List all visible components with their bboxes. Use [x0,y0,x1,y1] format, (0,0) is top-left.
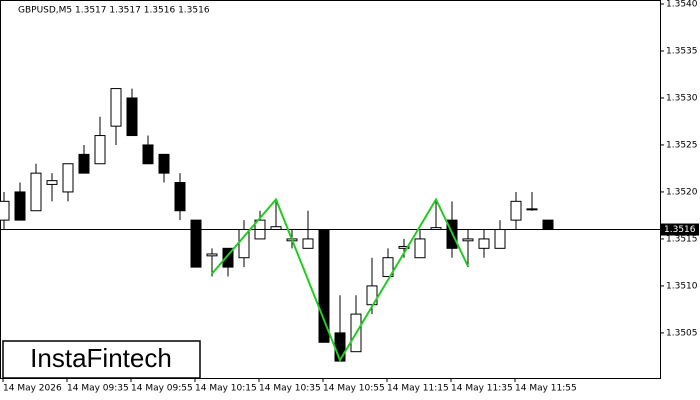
pattern-line [211,197,469,363]
candle-body [478,238,490,249]
logo-box [2,340,201,379]
x-tick-label: 14 May 11:15 [387,384,449,394]
candle-body [78,153,90,174]
x-tick-label: 14 May 11:35 [451,384,513,394]
y-tick-label: 1.3505 [666,328,698,338]
candle-body [302,238,314,249]
candle-body [510,200,522,221]
candle-body [398,245,410,249]
y-tick-label: 1.3540 [666,0,698,10]
x-tick-label: 14 May 10:35 [259,384,321,394]
candle-body [94,135,106,165]
logo: InstaFintech [30,343,172,373]
x-tick-label: 14 May 09:35 [67,384,129,394]
x-tick-label: 14 May 10:15 [195,384,257,394]
plot-frame [0,0,661,379]
candle-body [46,180,58,185]
candle-body [382,257,394,278]
x-tick-label: 14 May 11:55 [515,384,577,394]
y-tick-label: 1.3535 [666,46,698,56]
candle-body [222,247,234,268]
candle-body [174,182,186,212]
candle-body [334,332,346,362]
x-tick-label: 14 May 2026 [3,384,62,394]
candle-body [526,208,538,211]
y-tick-label: 1.3510 [666,281,698,291]
x-tick-label: 14 May 10:55 [323,384,385,394]
candle-body [126,97,138,137]
y-tick-label: 1.3525 [666,140,698,150]
price-label: 1.3516 [664,225,696,235]
candle-body [494,229,506,249]
price-label-box [661,223,699,236]
y-tick-label: 1.3520 [666,187,698,197]
candle-body [30,172,42,212]
candle-body [110,88,122,127]
candle-body [0,200,10,221]
candle-body [318,229,330,343]
candle-body [206,253,218,257]
candle-body [414,238,426,259]
chart-title: GBPUSD,M5 1.3517 1.3517 1.3516 1.3516 [18,6,210,16]
candle-body [158,153,170,174]
x-tick-label: 14 May 09:55 [131,384,193,394]
y-tick-label: 1.3515 [666,234,698,244]
candle-body [62,163,74,193]
candle-body [462,238,474,242]
candle-body [190,219,202,268]
candle-body [142,144,154,165]
candle-body [14,191,26,221]
y-tick-label: 1.3530 [666,93,698,103]
candle-body [542,219,554,231]
